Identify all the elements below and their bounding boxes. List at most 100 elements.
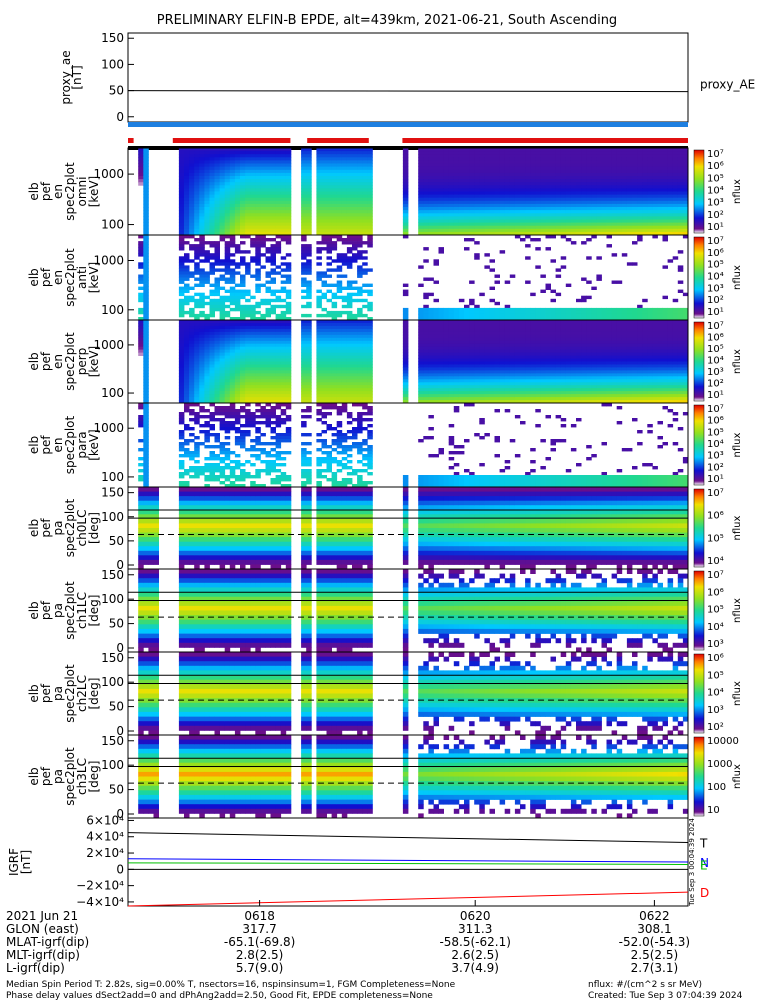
heatmap-cell	[535, 166, 541, 171]
heatmap-cell	[667, 317, 674, 321]
heatmap-cell	[229, 238, 236, 242]
heatmap-cell	[616, 157, 623, 161]
heatmap-cell	[357, 340, 363, 345]
heatmap-cell	[606, 151, 612, 155]
heatmap-cell	[504, 176, 511, 180]
heatmap-cell	[423, 394, 429, 398]
heatmap-cell	[464, 385, 470, 389]
heatmap-cell	[423, 231, 429, 236]
heatmap-cell	[637, 157, 643, 161]
heatmap-cell	[514, 210, 521, 214]
heatmap-cell	[469, 376, 475, 380]
heatmap-cell	[677, 191, 684, 195]
heatmap-cell	[682, 225, 689, 230]
heatmap-cell	[275, 250, 282, 254]
heatmap-cell	[448, 157, 455, 161]
heatmap-cell	[331, 364, 338, 368]
heatmap-cell	[576, 200, 582, 205]
heatmap-cell	[336, 172, 343, 177]
heatmap-cell	[346, 197, 353, 202]
heatmap-cell	[464, 179, 470, 183]
heatmap-cell	[229, 191, 236, 195]
heatmap-cell	[672, 216, 679, 220]
heatmap-cell	[341, 194, 348, 199]
heatmap-cell	[535, 213, 541, 217]
heatmap-cell	[489, 231, 495, 236]
heatmap-cell	[143, 382, 149, 386]
heatmap-cell	[301, 391, 307, 395]
heatmap-cell	[682, 200, 689, 205]
heatmap-cell	[234, 188, 241, 192]
heatmap-cell	[270, 400, 276, 404]
heatmap-cell	[443, 157, 450, 161]
heatmap-cell	[357, 265, 363, 269]
heatmap-cell	[402, 343, 409, 348]
heatmap-cell	[270, 238, 276, 242]
heatmap-cell	[433, 160, 439, 164]
heatmap-cell	[138, 154, 144, 158]
heatmap-cell	[647, 317, 653, 321]
heatmap-cell	[586, 200, 592, 205]
heatmap-cell	[138, 265, 144, 269]
heatmap-cell	[464, 185, 470, 189]
heatmap-cell	[204, 166, 210, 171]
heatmap-cell	[178, 213, 185, 217]
heatmap-cell	[469, 301, 475, 306]
heatmap-cell	[591, 148, 597, 152]
heatmap-cell	[189, 191, 195, 195]
heatmap-cell	[357, 323, 363, 327]
heatmap-cell	[520, 188, 526, 192]
heatmap-cell	[199, 379, 205, 383]
heatmap-cell	[336, 179, 343, 183]
heatmap-cell	[316, 185, 322, 189]
heatmap-cell	[453, 373, 460, 377]
heatmap-cell	[677, 231, 684, 236]
heatmap-cell	[214, 304, 220, 309]
heatmap-cell	[611, 222, 618, 227]
heatmap-cell	[469, 334, 475, 339]
heatmap-cell	[438, 397, 444, 401]
heatmap-cell	[418, 388, 424, 392]
heatmap-cell	[550, 148, 556, 152]
heatmap-cell	[224, 176, 231, 180]
heatmap-cell	[677, 157, 684, 161]
heatmap-cell	[229, 213, 236, 217]
heatmap-cell	[499, 310, 506, 315]
heatmap-cell	[535, 222, 541, 227]
heatmap-cell	[362, 172, 368, 177]
heatmap-cell	[199, 185, 205, 189]
heatmap-cell	[194, 179, 200, 183]
heatmap-cell	[474, 200, 480, 205]
heatmap-cell	[632, 216, 638, 220]
heatmap-cell	[224, 265, 231, 269]
heatmap-cell	[525, 307, 531, 312]
heatmap-cell	[178, 331, 185, 336]
heatmap-cell	[189, 334, 195, 339]
heatmap-cell	[260, 343, 266, 348]
heatmap-cell	[367, 373, 373, 377]
heatmap-cell	[194, 325, 200, 330]
heatmap-cell	[341, 253, 348, 257]
heatmap-cell	[280, 228, 287, 233]
heatmap-cell	[677, 219, 684, 223]
heatmap-cell	[214, 400, 220, 404]
heatmap-cell	[632, 210, 638, 214]
heatmap-cell	[647, 197, 653, 202]
heatmap-cell	[301, 182, 307, 186]
heatmap-cell	[265, 331, 271, 336]
heatmap-cell	[346, 231, 353, 236]
heatmap-cell	[229, 352, 236, 356]
heatmap-cell	[581, 182, 587, 186]
heatmap-cell	[306, 397, 312, 401]
heatmap-cell	[301, 337, 307, 342]
heatmap-cell	[326, 373, 332, 377]
heatmap-cell	[306, 391, 312, 395]
heatmap-cell	[214, 394, 220, 398]
heatmap-cell	[250, 148, 256, 152]
heatmap-cell	[448, 334, 455, 339]
heatmap-cell	[224, 370, 231, 374]
heatmap-cell	[219, 391, 226, 395]
heatmap-cell	[260, 340, 266, 345]
heatmap-cell	[550, 154, 556, 158]
heatmap-cell	[336, 400, 343, 404]
